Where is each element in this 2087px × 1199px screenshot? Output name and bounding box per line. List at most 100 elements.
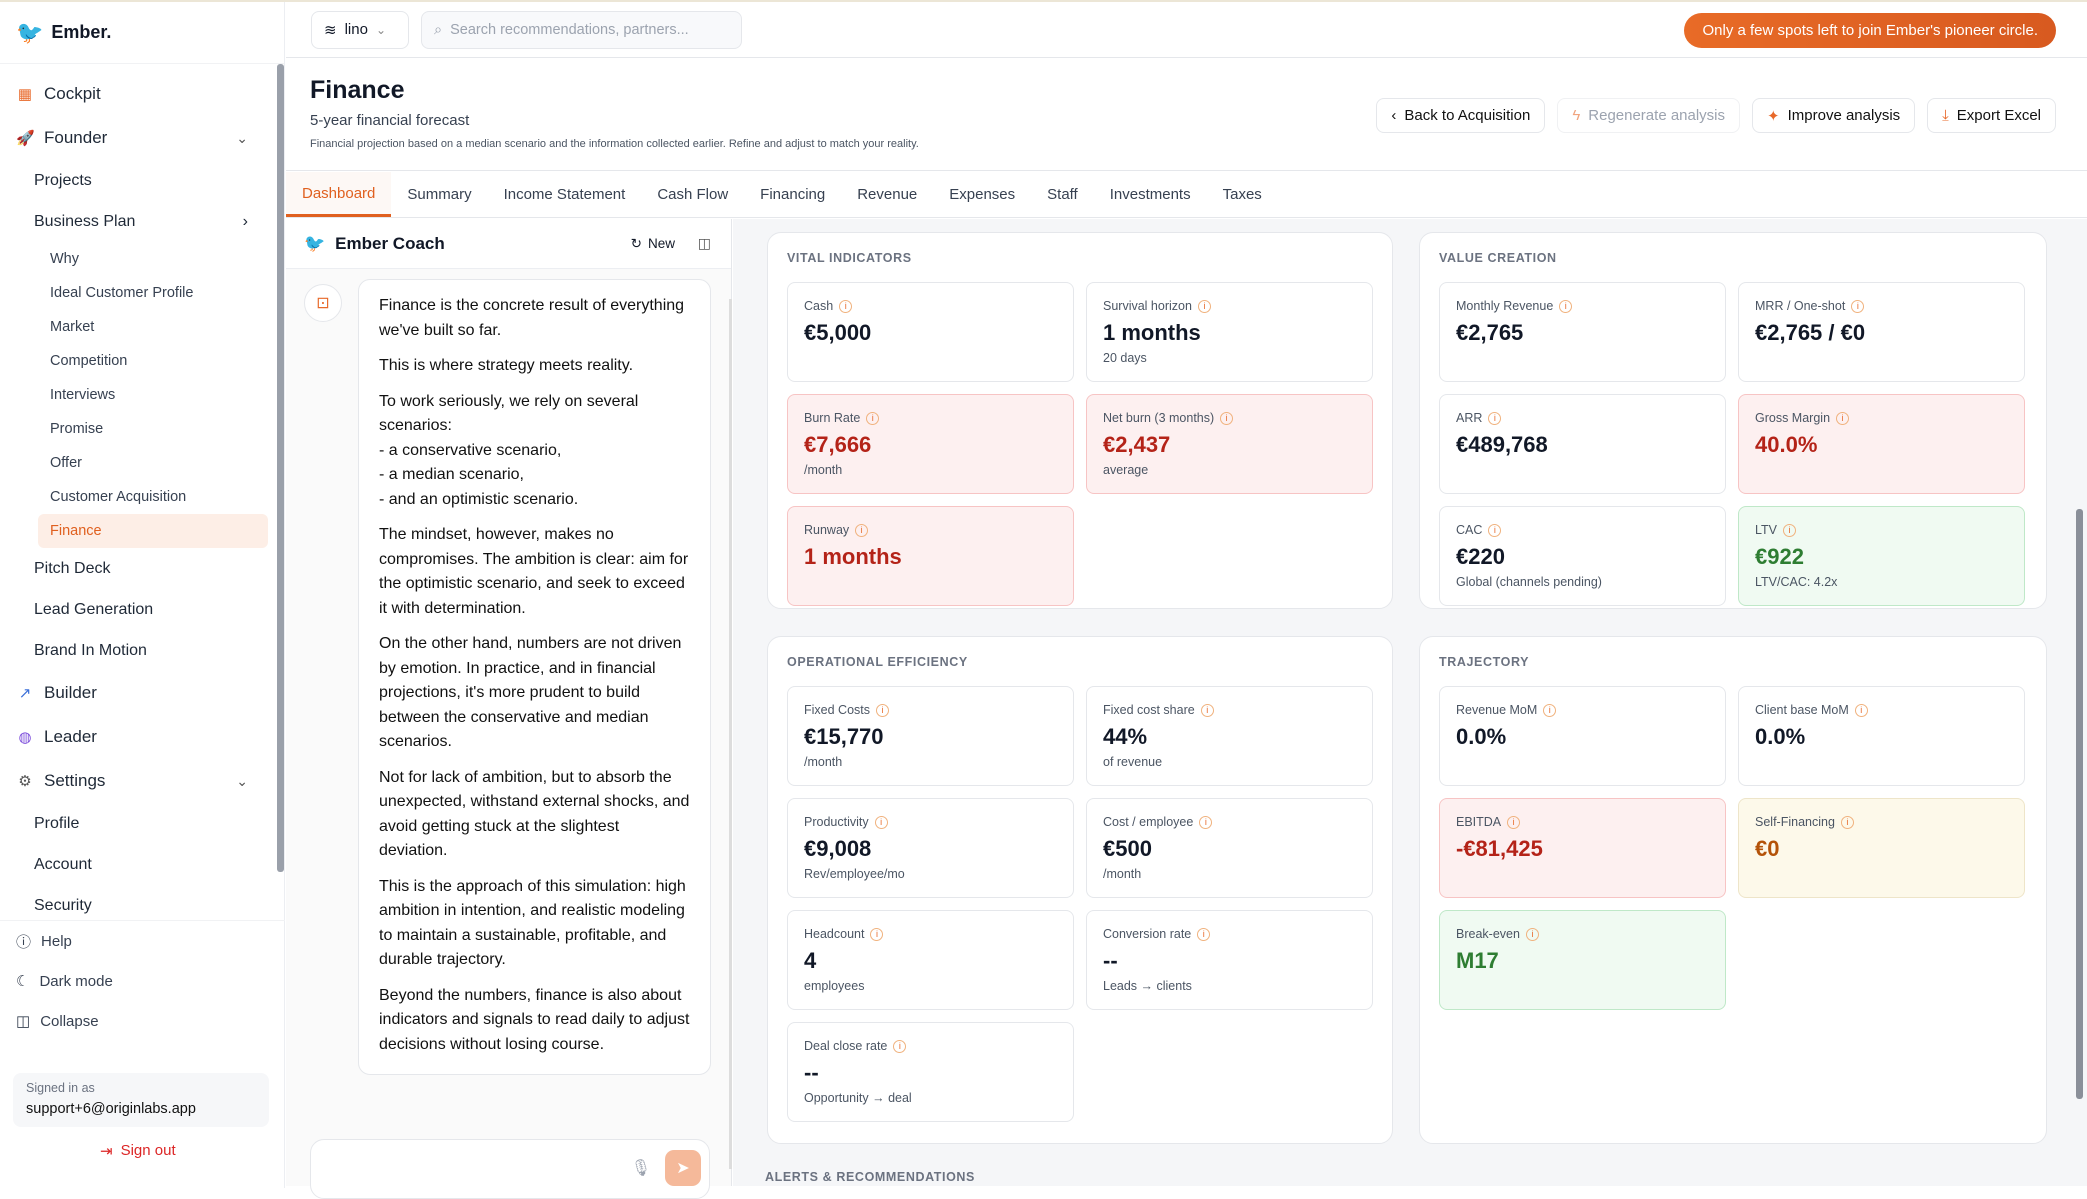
sidebar-item-profile[interactable]: Profile	[34, 814, 80, 832]
info-icon[interactable]: i	[874, 815, 888, 829]
info-icon[interactable]: i	[1220, 411, 1234, 425]
metric-subtext: Global (channels pending)	[1456, 575, 1602, 589]
search-icon: ⌕	[434, 21, 443, 38]
send-button[interactable]: ➤	[665, 1150, 701, 1186]
sidebar-item-promise[interactable]: Promise	[50, 421, 104, 437]
tab-summary[interactable]: Summary	[407, 186, 472, 203]
logo[interactable]: 🐦 Ember.	[0, 2, 284, 64]
coach-panel: 🐦 Ember Coach ↻ New ◫ ⊡ Finance is the co…	[286, 219, 732, 1199]
chat-scrollbar[interactable]	[729, 299, 732, 1169]
info-icon[interactable]: i	[855, 523, 869, 537]
sidebar-item-market[interactable]: Market	[50, 319, 95, 335]
sidebar-item-interviews[interactable]: Interviews	[50, 387, 116, 403]
metric-label: ARR	[1456, 411, 1483, 425]
ember-bird-icon: 🐦	[304, 233, 326, 253]
info-icon[interactable]: i	[839, 299, 853, 313]
metric-value: 44%	[1103, 724, 1148, 749]
help-link[interactable]: ⓘ Help	[16, 932, 72, 951]
sidebar-item-account[interactable]: Account	[34, 855, 92, 873]
page-subtitle: 5-year financial forecast	[310, 112, 470, 129]
sidebar-scrollbar[interactable]	[277, 64, 284, 872]
regenerate-button[interactable]: ϟ Regenerate analysis	[1557, 98, 1741, 133]
info-icon[interactable]: i	[1559, 299, 1573, 313]
back-button[interactable]: ‹ Back to Acquisition	[1376, 98, 1546, 133]
improve-button[interactable]: ✦ Improve analysis	[1752, 98, 1916, 133]
sidebar-item-settings[interactable]: ⚙ Settings ⌄	[0, 759, 278, 803]
export-button[interactable]: ⤓ Export Excel	[1927, 98, 2056, 133]
sign-out-icon: ⇥	[100, 1143, 113, 1160]
rocket-icon: 🚀	[16, 130, 35, 147]
promo-banner[interactable]: Only a few spots left to join Ember's pi…	[1684, 13, 2056, 48]
metric-value: 1 months	[804, 544, 902, 569]
gear-icon: ⚙	[18, 773, 32, 790]
metric-subtext: LTV/CAC: 4.2x	[1755, 575, 1838, 589]
tab-cash-flow[interactable]: Cash Flow	[657, 186, 729, 203]
tab-taxes[interactable]: Taxes	[1222, 186, 1262, 203]
sidebar-item-projects[interactable]: Projects	[34, 171, 92, 189]
info-icon[interactable]: i	[1851, 299, 1865, 313]
info-icon[interactable]: i	[866, 411, 880, 425]
trend-icon: ↗	[18, 685, 32, 702]
sidebar-item-brand-in-motion[interactable]: Brand In Motion	[34, 641, 147, 659]
info-icon[interactable]: i	[1507, 815, 1521, 829]
sidebar-bottom: ⓘ Help ☾ Dark mode ◫ Collapse	[0, 920, 285, 1041]
chat-input[interactable]: 🎙 ➤	[310, 1139, 710, 1199]
info-icon[interactable]: i	[870, 927, 884, 941]
info-icon[interactable]: i	[1854, 703, 1868, 717]
metric-card: MRR / One-shot i €2,765 / €0	[1738, 282, 2025, 382]
sidebar-item-competition[interactable]: Competition	[50, 353, 128, 369]
info-icon[interactable]: i	[893, 1039, 907, 1053]
sidebar-item-offer[interactable]: Offer	[50, 455, 82, 471]
sidebar-item-icp[interactable]: Ideal Customer Profile	[50, 285, 194, 301]
sidebar-item-customer-acquisition[interactable]: Customer Acquisition	[50, 489, 187, 505]
tab-expenses[interactable]: Expenses	[949, 186, 1016, 203]
tab-financing[interactable]: Financing	[760, 186, 826, 203]
info-icon[interactable]: i	[1488, 411, 1502, 425]
search-input[interactable]: ⌕ Search recommendations, partners...	[421, 10, 742, 49]
tab-bar: Dashboard Summary Income Statement Cash …	[286, 172, 2087, 218]
info-icon[interactable]: i	[1200, 703, 1214, 717]
info-icon[interactable]: i	[1783, 523, 1796, 537]
sidebar-item-builder[interactable]: ↗ Builder	[0, 671, 278, 715]
tab-investments[interactable]: Investments	[1109, 186, 1191, 203]
info-icon[interactable]: i	[876, 703, 889, 717]
new-chat-button[interactable]: ↻ New	[630, 235, 675, 251]
sidebar-item-lead-generation[interactable]: Lead Generation	[34, 600, 154, 618]
sidebar-item-business-plan[interactable]: Business Plan ›	[34, 212, 248, 230]
info-icon[interactable]: i	[1543, 703, 1557, 717]
dark-mode-toggle[interactable]: ☾ Dark mode	[16, 972, 113, 991]
sidebar-item-security[interactable]: Security	[34, 896, 92, 914]
tab-staff[interactable]: Staff	[1047, 186, 1078, 203]
signed-in-label: Signed in as	[26, 1081, 95, 1095]
dashboard-scrollbar[interactable]	[2076, 509, 2083, 1099]
metric-value: 1 months	[1103, 320, 1201, 345]
collapse-panel-icon[interactable]: ◫	[697, 235, 711, 251]
project-selector[interactable]: ≋ lino ⌄	[311, 10, 409, 49]
info-icon[interactable]: i	[1197, 299, 1211, 313]
collapse-button[interactable]: ◫ Collapse	[16, 1012, 99, 1031]
info-icon[interactable]: i	[1199, 815, 1213, 829]
sidebar-item-finance[interactable]: Finance	[38, 514, 268, 548]
info-icon[interactable]: i	[1836, 411, 1850, 425]
info-icon[interactable]: i	[1488, 523, 1502, 537]
tab-revenue[interactable]: Revenue	[857, 186, 918, 203]
moon-icon: ☾	[16, 973, 30, 990]
sidebar-item-founder[interactable]: 🚀 Founder ⌄	[16, 128, 248, 147]
info-icon[interactable]: i	[1840, 815, 1854, 829]
trajectory-panel: TRAJECTORY Revenue MoM i 0.0% Client base…	[1419, 636, 2047, 1144]
info-icon[interactable]: i	[1197, 927, 1211, 941]
sidebar-item-why[interactable]: Why	[50, 251, 79, 267]
metric-value: €220	[1456, 544, 1505, 569]
metric-value: €2,765	[1456, 320, 1524, 345]
ember-bird-icon: 🐦	[16, 19, 44, 45]
microphone-icon[interactable]: 🎙	[630, 1160, 651, 1177]
dashboard: VITAL INDICATORS Cash i €5,000 Survival h…	[733, 219, 2087, 1186]
tab-income-statement[interactable]: Income Statement	[503, 186, 626, 203]
tab-dashboard[interactable]: Dashboard	[286, 172, 392, 217]
sign-out-button[interactable]: ⇥ Sign out	[100, 1142, 176, 1160]
sidebar-item-leader[interactable]: ◍ Leader	[0, 715, 278, 759]
info-icon[interactable]: i	[1525, 927, 1539, 941]
metric-label: Cash	[804, 299, 834, 313]
sidebar-item-pitch-deck[interactable]: Pitch Deck	[34, 559, 111, 577]
sidebar-item-cockpit[interactable]: ▦ Cockpit	[17, 84, 101, 103]
